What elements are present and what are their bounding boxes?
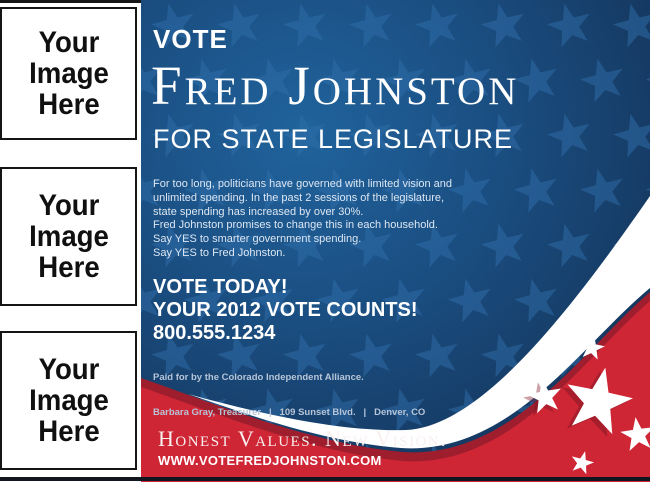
flyer-artwork: VOTE Fred Johnston FOR STATE LEGISLATURE… [141,0,650,482]
vote-kicker: VOTE [153,24,228,54]
slogan: Honest Values. New Vision. [158,426,448,451]
candidate-name: Fred Johnston [151,55,520,116]
message-line: For too long, politicians have governed … [153,178,452,190]
message-line: Say YES to Fred Johnston. [153,246,286,259]
image-placeholder-1[interactable]: Your Image Here [0,7,137,140]
phone-number: 800.555.1234 [153,322,276,344]
disclaimer-line: Barbara Gray, Treasurer | 109 Sunset Blv… [153,406,426,418]
image-placeholder-3[interactable]: Your Image Here [0,331,137,470]
office-title: FOR STATE LEGISLATURE [153,124,514,154]
cta-line: YOUR 2012 VOTE COUNTS! [153,299,418,321]
white-swoosh [188,196,650,449]
top-divider-line [0,0,141,3]
call-to-action: VOTE TODAY! YOUR 2012 VOTE COUNTS! 800.5… [153,276,418,345]
message-line: Say YES to smarter government spending. [153,233,362,246]
image-placeholder-column: Your Image Here Your Image Here Your Ima… [0,0,141,482]
red-wave [141,301,650,482]
image-placeholder-label: Your Image Here [28,26,109,121]
campaign-message: For too long, politicians have governed … [153,178,452,261]
message-line: Fred Johnston promises to change this in… [153,219,438,232]
disclaimer-line: Paid for by the Colorado Independent All… [153,372,364,383]
image-placeholder-label: Your Image Here [28,189,109,284]
disclaimer: Paid for by the Colorado Independent All… [153,349,425,441]
message-line: state spending has increased by over 30%… [153,205,364,218]
flyer-background-graphic [141,0,650,482]
cta-line: VOTE TODAY! [153,276,288,298]
message-line: unlimited spending. In the past 2 sessio… [153,191,445,204]
image-placeholder-2[interactable]: Your Image Here [0,167,137,306]
bottom-divider-line [0,477,650,481]
image-placeholder-label: Your Image Here [28,353,109,448]
website-url: WWW.VOTEFREDJOHNSTON.COM [158,453,382,468]
